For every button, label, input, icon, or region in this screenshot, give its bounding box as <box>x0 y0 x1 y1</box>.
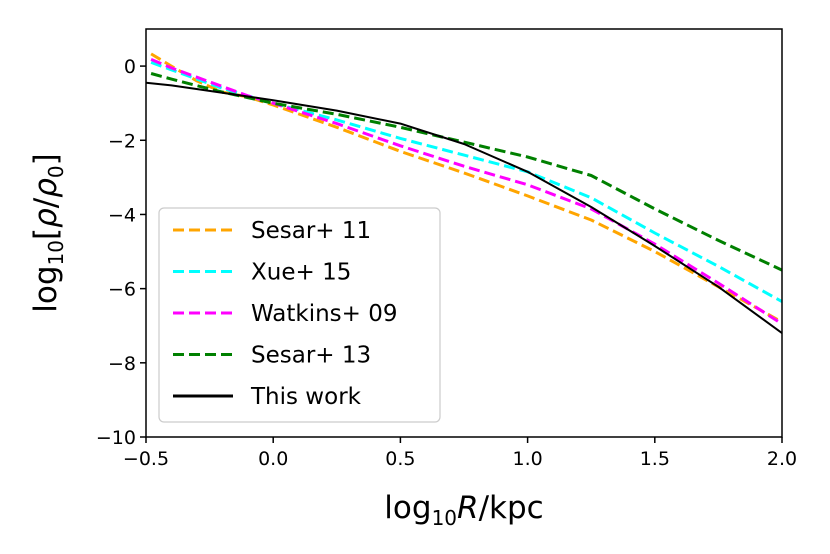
series-line-this-work <box>146 81 782 334</box>
series-layer <box>146 52 782 334</box>
series-line-sesar-11 <box>150 52 782 324</box>
y-tick-label: −4 <box>108 204 136 226</box>
x-tick-label: 0.5 <box>385 448 415 470</box>
y-tick-label: −6 <box>108 279 136 301</box>
x-tick-label: 1.5 <box>640 448 670 470</box>
x-tick-label: 0.0 <box>258 448 288 470</box>
x-axis-label: log10R/kpc <box>384 490 543 530</box>
y-tick-label: −8 <box>108 353 136 375</box>
plot-frame <box>145 28 783 438</box>
legend-label: This work <box>250 384 362 410</box>
y-axis-ticks: 0 −2 −4 −6 −8 −10 <box>96 56 146 449</box>
x-tick-label: −0.5 <box>123 448 169 470</box>
y-tick-label: −10 <box>96 427 136 449</box>
x-tick-label: 2.0 <box>767 448 797 470</box>
legend-label: Sesar+ 13 <box>251 343 371 369</box>
legend: Sesar+ 11 Xue+ 15 Watkins+ 09 Sesar+ 13 This… <box>158 207 441 423</box>
legend-box <box>158 207 441 423</box>
y-tick-label: 0 <box>124 56 136 78</box>
x-axis-ticks: −0.5 0.0 0.5 1.0 1.5 2.0 <box>123 437 797 470</box>
legend-label: Sesar+ 11 <box>251 218 371 244</box>
x-tick-label: 1.0 <box>512 448 542 470</box>
series-line-watkins-09 <box>150 58 782 326</box>
legend-label: Xue+ 15 <box>251 260 351 286</box>
series-line-xue-15 <box>150 60 782 303</box>
y-tick-label: −2 <box>108 130 136 152</box>
y-axis-label: log10[ρ/ρ0] <box>28 153 68 313</box>
legend-label: Watkins+ 09 <box>251 301 398 327</box>
